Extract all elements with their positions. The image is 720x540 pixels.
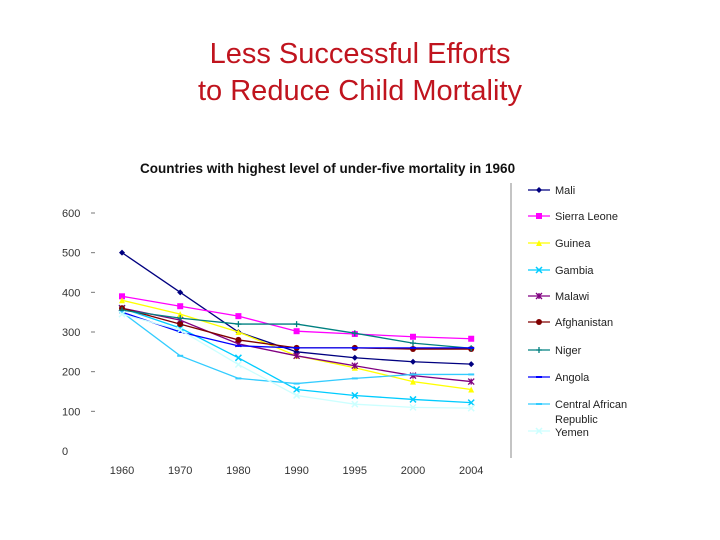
data-point xyxy=(468,361,475,368)
data-point xyxy=(235,329,242,335)
data-point xyxy=(177,315,184,322)
data-point xyxy=(536,187,542,193)
y-tick-label: 100 xyxy=(62,406,80,418)
data-point xyxy=(293,385,301,394)
data-point xyxy=(177,303,184,310)
legend-label: Angola xyxy=(555,372,590,384)
data-point xyxy=(293,328,300,335)
data-point xyxy=(409,395,417,403)
legend-label: Afghanistan xyxy=(555,317,613,329)
data-point xyxy=(409,403,417,411)
legend-label: Yemen xyxy=(555,427,589,439)
y-tick-label: 600 xyxy=(62,208,80,220)
x-tick-label: 1990 xyxy=(284,465,308,477)
data-point xyxy=(235,313,242,320)
data-point xyxy=(468,386,475,393)
slide-title-line-2: to Reduce Child Mortality xyxy=(198,75,522,107)
legend-label: Gambia xyxy=(555,265,594,277)
y-tick-label: 300 xyxy=(62,327,80,339)
data-point xyxy=(351,354,358,361)
legend-label: Guinea xyxy=(555,238,591,250)
data-point xyxy=(535,266,543,274)
data-point xyxy=(177,321,184,328)
data-point xyxy=(351,391,359,399)
data-point xyxy=(536,213,542,219)
x-tick-label: 1995 xyxy=(343,465,367,477)
data-point xyxy=(177,311,184,318)
data-point xyxy=(177,289,184,296)
slide-title: Less Successful Efforts to Reduce Child … xyxy=(0,36,720,110)
data-point xyxy=(235,321,242,328)
data-point xyxy=(410,340,416,347)
data-point xyxy=(536,319,542,325)
data-point xyxy=(234,354,242,362)
data-point xyxy=(234,360,242,369)
legend-label: Central African xyxy=(555,399,627,411)
data-point xyxy=(535,292,543,300)
data-point xyxy=(293,391,301,399)
data-point xyxy=(536,240,542,246)
data-point xyxy=(351,362,359,370)
data-point xyxy=(410,358,416,365)
data-point xyxy=(118,310,126,318)
x-tick-label: 2004 xyxy=(459,465,483,477)
data-point xyxy=(293,321,300,328)
data-point xyxy=(119,297,125,304)
x-tick-label: 1970 xyxy=(168,465,192,477)
y-tick-label: 0 xyxy=(62,446,68,458)
data-point xyxy=(119,293,125,300)
data-point xyxy=(410,333,416,340)
data-point xyxy=(176,326,184,334)
data-point xyxy=(351,400,359,408)
data-point xyxy=(119,249,125,256)
y-tick-label: 200 xyxy=(62,367,80,379)
y-tick-label: 500 xyxy=(62,248,80,260)
data-point xyxy=(293,352,301,360)
chart-title: Countries with highest level of under-fi… xyxy=(140,161,516,176)
x-tick-label: 1960 xyxy=(110,465,134,477)
legend-label: Sierra Leone xyxy=(555,211,618,223)
slide-title-line-1: Less Successful Efforts xyxy=(209,38,511,70)
data-point xyxy=(467,378,475,386)
data-point xyxy=(351,330,358,337)
data-point xyxy=(235,336,242,343)
data-point xyxy=(410,378,416,385)
x-tick-label: 1980 xyxy=(226,465,250,477)
legend-label: Mali xyxy=(555,185,575,197)
legend-label: Niger xyxy=(555,345,582,357)
data-point xyxy=(468,335,475,342)
y-tick-label: 400 xyxy=(62,287,80,299)
x-tick-label: 2000 xyxy=(401,465,425,477)
data-point xyxy=(467,399,475,407)
data-point xyxy=(535,427,543,435)
legend-label: Malawi xyxy=(555,291,589,303)
data-point xyxy=(536,347,542,353)
data-point xyxy=(467,404,475,412)
legend-label: Republic xyxy=(555,414,598,426)
